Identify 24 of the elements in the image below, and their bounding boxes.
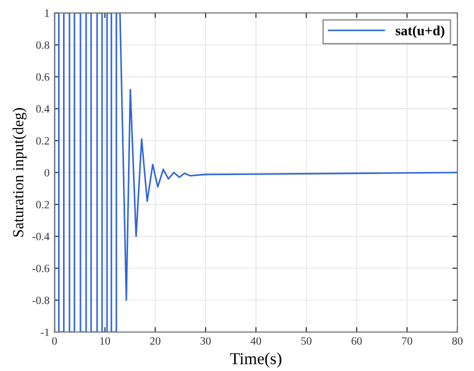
x-tick-label: 30 xyxy=(200,337,211,345)
x-tick-label: 60 xyxy=(352,337,362,345)
x-tick-label: 70 xyxy=(402,337,412,345)
x-tick-label: 50 xyxy=(301,337,312,345)
y-tick-label: -0.6 xyxy=(32,264,50,272)
legend-label: sat(u+d) xyxy=(396,26,444,38)
y-tick-label: 0.6 xyxy=(36,73,50,81)
x-axis-title: Time(s) xyxy=(230,352,282,368)
x-tick-label: 80 xyxy=(452,337,463,345)
y-tick-label: 0 xyxy=(44,168,50,176)
y-tick-label: 0.8 xyxy=(36,41,50,49)
x-tick-label: 20 xyxy=(150,337,160,345)
y-tick-label: -1 xyxy=(40,328,49,336)
y-tick-label: 0.2 xyxy=(36,137,50,145)
y-tick-label: 1 xyxy=(45,10,49,17)
y-tick-label: -0.4 xyxy=(32,232,50,240)
line-series xyxy=(54,12,458,332)
y-tick-label: 0.4 xyxy=(36,105,50,113)
y-tick-label: 0.2 xyxy=(36,200,50,208)
x-tick-label: 10 xyxy=(100,337,110,345)
x-tick-label: 40 xyxy=(250,337,262,345)
y-axis-title: Saturation input(deg) xyxy=(12,108,27,237)
y-tick-label: -0.8 xyxy=(32,296,50,304)
x-tick-label: 0 xyxy=(52,337,57,345)
